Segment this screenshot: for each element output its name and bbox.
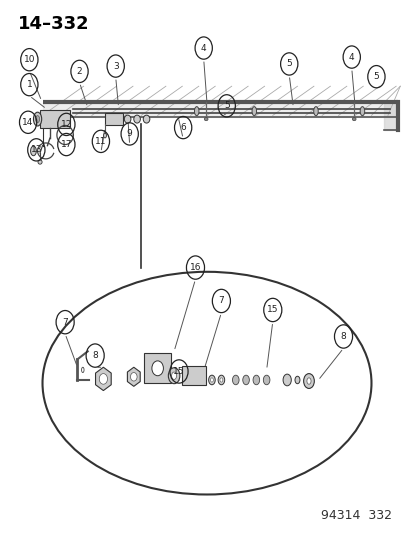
Ellipse shape bbox=[210, 378, 213, 382]
Ellipse shape bbox=[133, 115, 140, 123]
Ellipse shape bbox=[242, 375, 249, 385]
Text: 94314  332: 94314 332 bbox=[320, 509, 391, 522]
Ellipse shape bbox=[168, 368, 179, 384]
Ellipse shape bbox=[143, 115, 150, 123]
Ellipse shape bbox=[33, 112, 42, 126]
Polygon shape bbox=[383, 102, 397, 130]
Ellipse shape bbox=[263, 375, 269, 385]
Ellipse shape bbox=[124, 115, 131, 123]
Ellipse shape bbox=[194, 107, 199, 116]
Ellipse shape bbox=[252, 375, 259, 385]
Text: 9: 9 bbox=[126, 130, 132, 139]
Ellipse shape bbox=[38, 160, 42, 164]
Text: 15: 15 bbox=[266, 305, 278, 314]
Ellipse shape bbox=[218, 375, 224, 385]
Ellipse shape bbox=[103, 133, 106, 138]
Text: 14: 14 bbox=[22, 118, 34, 127]
Text: 3: 3 bbox=[113, 62, 118, 70]
FancyBboxPatch shape bbox=[40, 110, 70, 128]
Text: 10: 10 bbox=[24, 55, 35, 64]
Text: 16: 16 bbox=[189, 263, 201, 272]
Text: 6: 6 bbox=[180, 123, 185, 132]
Circle shape bbox=[99, 374, 107, 384]
Ellipse shape bbox=[204, 117, 207, 120]
Text: 4: 4 bbox=[200, 44, 206, 53]
Ellipse shape bbox=[171, 372, 176, 379]
Text: 14–332: 14–332 bbox=[18, 14, 89, 33]
Text: 5: 5 bbox=[286, 60, 292, 68]
Text: 17: 17 bbox=[60, 140, 72, 149]
Text: 5: 5 bbox=[373, 72, 378, 81]
Text: 12: 12 bbox=[61, 120, 72, 129]
Ellipse shape bbox=[351, 117, 355, 120]
Text: 7: 7 bbox=[218, 296, 224, 305]
FancyBboxPatch shape bbox=[144, 353, 171, 383]
FancyBboxPatch shape bbox=[181, 366, 205, 385]
Text: 15: 15 bbox=[173, 367, 184, 376]
Ellipse shape bbox=[208, 375, 215, 385]
Circle shape bbox=[152, 361, 163, 376]
Polygon shape bbox=[95, 367, 111, 391]
Text: 7: 7 bbox=[62, 318, 68, 327]
Ellipse shape bbox=[31, 146, 36, 156]
Ellipse shape bbox=[313, 107, 318, 116]
Ellipse shape bbox=[252, 107, 256, 116]
Polygon shape bbox=[127, 367, 140, 386]
Ellipse shape bbox=[294, 376, 299, 384]
Ellipse shape bbox=[36, 116, 40, 123]
Ellipse shape bbox=[81, 367, 84, 373]
Text: 8: 8 bbox=[92, 351, 98, 360]
Ellipse shape bbox=[219, 378, 222, 382]
Ellipse shape bbox=[303, 374, 313, 389]
Ellipse shape bbox=[306, 378, 310, 384]
FancyBboxPatch shape bbox=[104, 114, 122, 125]
Text: 11: 11 bbox=[95, 137, 107, 146]
Ellipse shape bbox=[232, 375, 238, 385]
Text: 8: 8 bbox=[340, 332, 346, 341]
Circle shape bbox=[130, 373, 137, 381]
Text: 1: 1 bbox=[26, 80, 32, 89]
Ellipse shape bbox=[359, 107, 364, 116]
Text: 13: 13 bbox=[31, 146, 42, 155]
Text: 2: 2 bbox=[76, 67, 82, 76]
Ellipse shape bbox=[282, 374, 291, 386]
Text: 5: 5 bbox=[223, 101, 229, 110]
Text: 4: 4 bbox=[348, 53, 354, 62]
